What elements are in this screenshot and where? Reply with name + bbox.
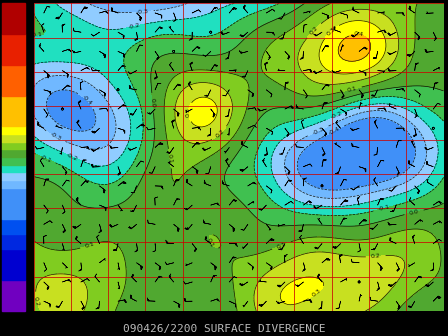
Text: 0.1: 0.1 — [84, 241, 95, 249]
Text: 0.3: 0.3 — [186, 107, 191, 117]
Bar — [2, 234, 25, 249]
Text: -0.3: -0.3 — [137, 9, 149, 15]
Bar — [2, 150, 25, 157]
Bar — [2, 126, 25, 134]
Text: -0.2: -0.2 — [330, 111, 343, 120]
Bar — [2, 96, 25, 126]
Text: -0.1: -0.1 — [30, 32, 43, 38]
Text: -0.1: -0.1 — [39, 154, 52, 163]
Text: 090426/2200 SURFACE DIVERGENCE: 090426/2200 SURFACE DIVERGENCE — [123, 324, 325, 334]
Text: 0.1: 0.1 — [206, 237, 215, 248]
Text: -0.4: -0.4 — [81, 94, 93, 106]
Bar — [2, 219, 25, 234]
Text: 0.3: 0.3 — [326, 26, 336, 37]
Bar — [2, 165, 25, 172]
Bar — [2, 188, 25, 219]
Text: 0.2: 0.2 — [309, 25, 319, 36]
Text: -0.2: -0.2 — [127, 23, 140, 30]
Text: 0.1: 0.1 — [347, 86, 358, 93]
Bar — [2, 142, 25, 150]
Bar — [2, 65, 25, 96]
Text: -0.2: -0.2 — [65, 152, 78, 161]
Bar — [2, 180, 25, 188]
Bar — [2, 157, 25, 165]
Bar — [2, 3, 25, 34]
Bar — [2, 249, 25, 280]
Text: 0.0: 0.0 — [150, 98, 155, 108]
Text: -0.3: -0.3 — [49, 132, 62, 142]
Text: 0.3: 0.3 — [311, 288, 322, 298]
Text: 0.1: 0.1 — [276, 241, 287, 250]
Text: 0.1: 0.1 — [167, 154, 173, 164]
Text: 0.4: 0.4 — [353, 31, 364, 38]
Bar — [2, 34, 25, 65]
Text: 0.2: 0.2 — [370, 254, 381, 259]
Text: 0.2: 0.2 — [33, 296, 40, 307]
Bar — [2, 280, 25, 311]
Bar — [2, 134, 25, 142]
Text: 0.2: 0.2 — [215, 129, 225, 139]
Bar — [2, 172, 25, 180]
Text: -0.4: -0.4 — [328, 126, 341, 136]
Text: 0.0: 0.0 — [409, 209, 419, 216]
Text: -0.3: -0.3 — [312, 126, 325, 135]
Text: -0.1: -0.1 — [378, 204, 390, 212]
